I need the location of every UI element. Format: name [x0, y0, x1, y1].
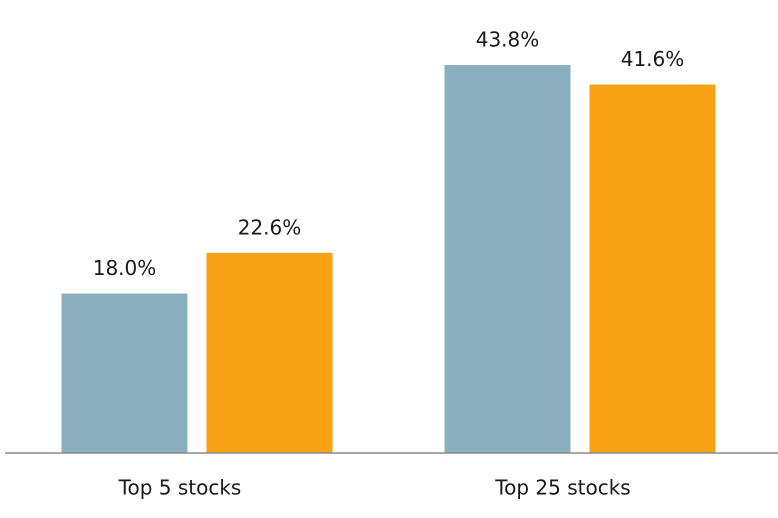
bar — [61, 293, 188, 453]
bar — [444, 65, 571, 454]
x-tick-label: Top 25 stocks — [494, 476, 630, 500]
bar — [589, 84, 716, 453]
bar — [206, 252, 333, 453]
value-label: 43.8% — [476, 28, 540, 52]
value-label: 18.0% — [93, 256, 157, 280]
value-label: 41.6% — [621, 47, 685, 71]
value-label: 22.6% — [238, 215, 302, 239]
x-tick-label: Top 5 stocks — [118, 476, 242, 500]
